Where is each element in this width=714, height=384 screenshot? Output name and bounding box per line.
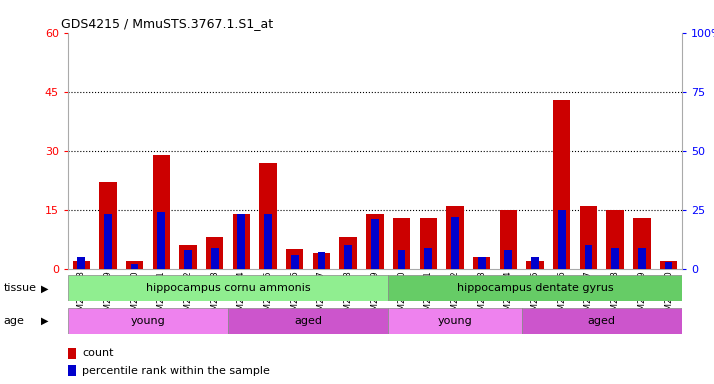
Bar xyxy=(264,215,272,269)
Bar xyxy=(585,245,593,269)
Bar xyxy=(228,308,388,334)
Text: young: young xyxy=(438,316,473,326)
Bar xyxy=(633,218,650,269)
Bar xyxy=(611,248,619,269)
Bar xyxy=(286,249,303,269)
Bar xyxy=(553,99,570,269)
Text: aged: aged xyxy=(588,316,615,326)
Bar xyxy=(606,210,624,269)
Bar xyxy=(478,257,486,269)
Bar xyxy=(73,261,90,269)
Bar xyxy=(259,162,277,269)
Text: GDS4215 / MmuSTS.3767.1.S1_at: GDS4215 / MmuSTS.3767.1.S1_at xyxy=(61,17,273,30)
Bar xyxy=(371,219,378,269)
Bar xyxy=(526,261,543,269)
Bar xyxy=(638,248,645,269)
Bar xyxy=(313,253,330,269)
Bar xyxy=(388,308,522,334)
Bar xyxy=(451,217,459,269)
Bar xyxy=(153,155,170,269)
Bar xyxy=(500,210,517,269)
Bar xyxy=(68,275,388,301)
Bar xyxy=(366,214,383,269)
Bar xyxy=(206,237,223,269)
Text: hippocampus dentate gyrus: hippocampus dentate gyrus xyxy=(457,283,613,293)
Bar xyxy=(131,264,139,269)
Bar xyxy=(665,262,673,269)
Text: age: age xyxy=(4,316,24,326)
Text: hippocampus cornu ammonis: hippocampus cornu ammonis xyxy=(146,283,311,293)
Bar xyxy=(179,245,196,269)
Bar xyxy=(157,212,165,269)
Bar xyxy=(184,250,192,269)
Text: percentile rank within the sample: percentile rank within the sample xyxy=(82,366,270,376)
Text: ▶: ▶ xyxy=(41,316,49,326)
Bar xyxy=(504,250,512,269)
Bar xyxy=(388,275,682,301)
Bar xyxy=(211,248,218,269)
Bar xyxy=(558,210,565,269)
Bar xyxy=(393,218,411,269)
Text: tissue: tissue xyxy=(4,283,36,293)
Bar xyxy=(77,257,85,269)
Bar xyxy=(126,261,144,269)
Bar xyxy=(446,206,463,269)
Bar xyxy=(99,182,116,269)
Bar xyxy=(420,218,437,269)
Text: young: young xyxy=(131,316,166,326)
Bar xyxy=(291,255,298,269)
Bar xyxy=(424,248,432,269)
Bar xyxy=(522,308,682,334)
Bar xyxy=(318,252,326,269)
Text: ▶: ▶ xyxy=(41,283,49,293)
Bar xyxy=(660,261,677,269)
Text: count: count xyxy=(82,348,114,358)
Bar xyxy=(580,206,597,269)
Bar xyxy=(473,257,491,269)
Bar xyxy=(68,308,228,334)
Bar xyxy=(104,215,112,269)
Bar xyxy=(238,215,246,269)
Bar xyxy=(233,214,250,269)
Bar xyxy=(339,237,357,269)
Bar xyxy=(398,250,406,269)
Bar xyxy=(531,257,539,269)
Text: aged: aged xyxy=(294,316,322,326)
Bar xyxy=(344,245,352,269)
